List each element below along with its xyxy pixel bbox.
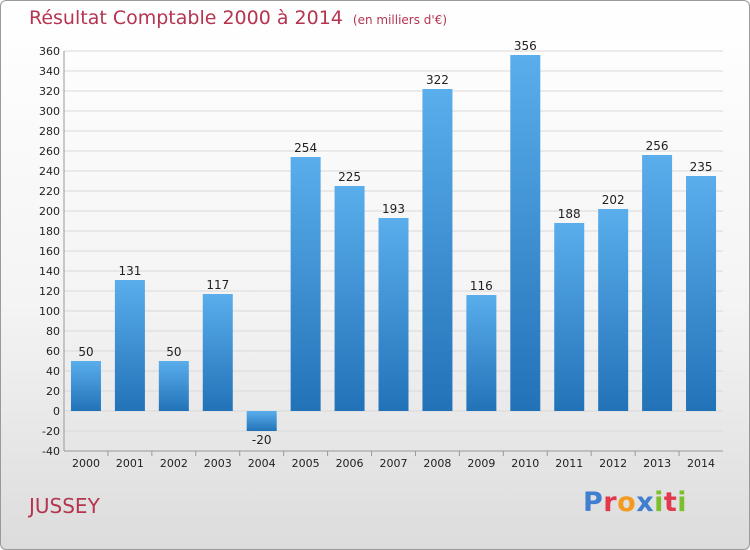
- y-axis: -40 -20 0 20 40 60 80 100 120 140 160 180 200 220 240 2…: [39, 45, 60, 458]
- value-label: 116: [470, 279, 493, 293]
- y-tick-label: 80: [46, 325, 60, 338]
- logo-letter: r: [603, 487, 618, 518]
- y-tick-label: 100: [39, 305, 60, 318]
- y-tick-label: 360: [39, 45, 60, 58]
- x-tick-label: 2003: [204, 457, 232, 470]
- value-label: 254: [294, 141, 317, 155]
- bar-2010: [510, 55, 541, 411]
- value-label: 117: [206, 278, 229, 292]
- x-tick-label: 2000: [72, 457, 100, 470]
- chart-title: Résultat Comptable 2000 à 2014 (en millie…: [29, 7, 447, 29]
- x-tick-label: 2010: [511, 457, 539, 470]
- value-label: 322: [426, 73, 449, 87]
- y-tick-label: 280: [39, 125, 60, 138]
- value-label: 193: [382, 202, 405, 216]
- value-label: 256: [646, 139, 669, 153]
- bar-2005: [290, 157, 321, 411]
- y-tick-label: -20: [42, 425, 60, 438]
- value-label: 131: [118, 264, 141, 278]
- logo-letter: o: [617, 487, 637, 518]
- value-label: 50: [166, 345, 181, 359]
- bar-2011: [554, 223, 585, 411]
- bar-2008: [422, 89, 453, 411]
- logo-letter: i: [654, 487, 664, 518]
- bar-2007: [378, 218, 409, 411]
- x-tick-label: 2002: [160, 457, 188, 470]
- proxiti-logo: Proxiti: [583, 487, 687, 518]
- y-tick-label: 120: [39, 285, 60, 298]
- bar-2014: [686, 176, 717, 411]
- city-name: JUSSEY: [29, 494, 100, 518]
- y-tick-label: 160: [39, 245, 60, 258]
- value-label: 202: [602, 193, 625, 207]
- x-axis: 2000 2001 2002 2003 2004 2005 2006 2007 2008 2009…: [72, 451, 715, 470]
- value-label: 188: [558, 207, 581, 221]
- bar-2012: [598, 209, 629, 411]
- y-tick-label: 20: [46, 385, 60, 398]
- bars: [70, 55, 717, 431]
- bar-2004: [246, 411, 277, 431]
- value-label: 50: [78, 345, 93, 359]
- y-tick-label: 60: [46, 345, 60, 358]
- bar-2009: [466, 295, 497, 411]
- x-tick-label: 2009: [467, 457, 495, 470]
- x-tick-label: 2007: [380, 457, 408, 470]
- chart-unit-note: (en milliers d'€): [352, 13, 448, 27]
- y-tick-label: 200: [39, 205, 60, 218]
- x-tick-label: 2012: [599, 457, 627, 470]
- bar-2003: [202, 294, 233, 411]
- value-labels: 50 131 50 117 -20 254 225 193 322 116 356 188 202 256…: [78, 39, 712, 447]
- bar-2001: [114, 280, 145, 411]
- logo-letter: i: [677, 487, 688, 518]
- bar-2013: [642, 155, 673, 411]
- y-tick-label: 140: [39, 265, 60, 278]
- value-label: -20: [252, 433, 272, 447]
- value-label: 356: [514, 39, 537, 53]
- bar-2002: [158, 361, 189, 411]
- x-tick-label: 2013: [643, 457, 671, 470]
- y-tick-label: 240: [39, 165, 60, 178]
- x-tick-label: 2005: [292, 457, 320, 470]
- y-tick-label: 260: [39, 145, 60, 158]
- logo-letter: x: [636, 487, 655, 518]
- y-tick-label: 40: [46, 365, 60, 378]
- x-tick-label: 2001: [116, 457, 144, 470]
- x-tick-label: 2014: [687, 457, 715, 470]
- y-tick-label: 0: [53, 405, 60, 418]
- y-tick-label: 180: [39, 225, 60, 238]
- x-tick-label: 2011: [555, 457, 583, 470]
- value-label: 235: [690, 160, 713, 174]
- chart-title-text: Résultat Comptable 2000 à 2014: [29, 7, 343, 29]
- y-tick-label: -40: [42, 445, 60, 458]
- bar-2000: [70, 361, 101, 411]
- x-tick-label: 2006: [336, 457, 364, 470]
- y-tick-label: 220: [39, 185, 60, 198]
- y-tick-label: 300: [39, 105, 60, 118]
- value-label: 225: [338, 170, 361, 184]
- y-tick-label: 340: [39, 65, 60, 78]
- bar-2006: [334, 186, 365, 411]
- logo-letter: P: [583, 487, 604, 518]
- logo-letter: t: [663, 487, 678, 518]
- y-tick-label: 320: [39, 85, 60, 98]
- x-tick-label: 2008: [423, 457, 451, 470]
- x-tick-label: 2004: [248, 457, 276, 470]
